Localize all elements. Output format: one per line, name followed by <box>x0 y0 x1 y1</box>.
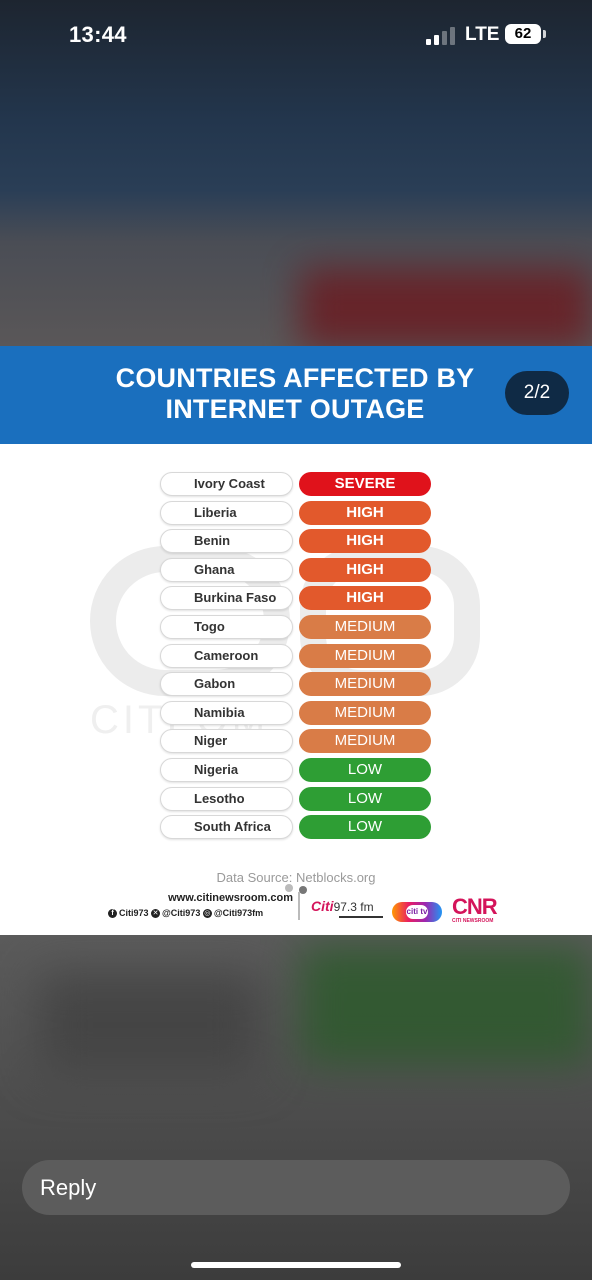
country-name: Ghana <box>160 557 293 582</box>
network-type: LTE <box>465 24 500 45</box>
story-image[interactable]: COUNTRIES AFFECTED BY INTERNET OUTAGE 2/… <box>0 346 592 935</box>
severity-badge: HIGH <box>299 586 431 611</box>
table-row: Burkina Faso HIGH <box>160 584 432 613</box>
instagram-icon: ◎ <box>202 909 212 919</box>
blurred-background-bottom <box>0 935 592 1280</box>
reply-input[interactable]: Reply <box>22 1160 570 1215</box>
blurred-background-top <box>0 0 592 346</box>
table-row: Gabon MEDIUM <box>160 670 432 699</box>
country-name: Benin <box>160 529 293 554</box>
country-name: South Africa <box>160 815 293 840</box>
severity-badge: LOW <box>299 786 431 811</box>
severity-badge: LOW <box>299 815 431 840</box>
table-row: Ghana HIGH <box>160 556 432 585</box>
table-row: Namibia MEDIUM <box>160 699 432 728</box>
story-header: COUNTRIES AFFECTED BY INTERNET OUTAGE 2/… <box>0 346 592 444</box>
citi-fm-logo: Citi97.3 fm <box>311 898 383 918</box>
table-row: South Africa LOW <box>160 813 432 842</box>
table-row: Ivory Coast SEVERE <box>160 470 432 499</box>
table-row: Niger MEDIUM <box>160 727 432 756</box>
citi-tv-logo: citi tv <box>392 902 442 922</box>
story-title: COUNTRIES AFFECTED BY INTERNET OUTAGE <box>115 363 475 424</box>
table-row: Togo MEDIUM <box>160 613 432 642</box>
country-name: Burkina Faso <box>160 586 293 611</box>
facebook-icon: f <box>108 909 117 919</box>
table-row: Nigeria LOW <box>160 756 432 785</box>
table-row: Liberia HIGH <box>160 499 432 528</box>
footer-contacts: www.citinewsroom.com f Citi973 ✕ @Citi973 … <box>108 892 293 919</box>
severity-badge: MEDIUM <box>299 700 431 725</box>
page-indicator: 2/2 <box>505 371 569 415</box>
battery-icon: 62 <box>505 24 541 44</box>
country-name: Niger <box>160 729 293 754</box>
cnr-logo: CNR CITI NEWSROOM <box>452 894 498 924</box>
country-name: Lesotho <box>160 786 293 811</box>
country-name: Nigeria <box>160 757 293 782</box>
country-name: Namibia <box>160 700 293 725</box>
footer-divider <box>298 892 300 920</box>
table-row: Cameroon MEDIUM <box>160 642 432 671</box>
severity-badge: HIGH <box>299 557 431 582</box>
x-icon: ✕ <box>151 909 161 919</box>
signal-icon <box>426 27 458 45</box>
severity-badge: MEDIUM <box>299 643 431 668</box>
severity-badge: HIGH <box>299 500 431 525</box>
severity-badge: SEVERE <box>299 472 431 496</box>
table-row: Lesotho LOW <box>160 785 432 814</box>
home-indicator[interactable] <box>191 1262 401 1268</box>
status-time: 13:44 <box>69 22 127 47</box>
website-link: www.citinewsroom.com <box>168 892 293 904</box>
data-source: Data Source: Netblocks.org <box>216 870 376 885</box>
social-handles: f Citi973 ✕ @Citi973 ◎ @Citi973fm <box>108 908 293 919</box>
table-row: Benin HIGH <box>160 527 432 556</box>
country-name: Togo <box>160 614 293 639</box>
country-name: Gabon <box>160 672 293 697</box>
status-bar: 13:44 LTE 62 <box>0 0 592 70</box>
country-name: Liberia <box>160 500 293 525</box>
severity-badge: MEDIUM <box>299 614 431 639</box>
outage-table: Ivory Coast SEVERE Liberia HIGH Benin HIGH Gha… <box>160 470 432 842</box>
severity-badge: MEDIUM <box>299 672 431 697</box>
severity-badge: HIGH <box>299 529 431 554</box>
severity-badge: MEDIUM <box>299 729 431 754</box>
country-name: Ivory Coast <box>160 472 293 496</box>
country-name: Cameroon <box>160 643 293 668</box>
severity-badge: LOW <box>299 757 431 782</box>
